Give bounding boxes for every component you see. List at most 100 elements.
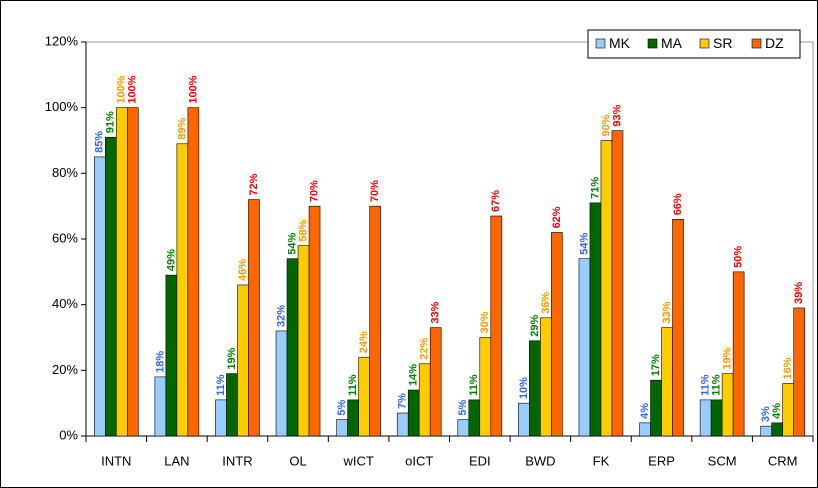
- bar: [418, 363, 431, 437]
- bar: [468, 399, 481, 437]
- value-label: 19%: [722, 347, 734, 369]
- value-label: 70%: [369, 180, 381, 202]
- bar: [490, 215, 503, 437]
- x-tick-label: INTR: [222, 453, 252, 468]
- value-label: 7%: [397, 393, 409, 409]
- bar: [721, 373, 734, 437]
- bar: [479, 337, 492, 437]
- value-label: 100%: [187, 75, 199, 103]
- y-tick-label: 0%: [59, 427, 78, 442]
- value-label: 5%: [457, 399, 469, 415]
- value-label: 66%: [672, 193, 684, 215]
- bar: [782, 383, 795, 437]
- y-tick-label: 60%: [52, 230, 78, 245]
- value-label: 62%: [551, 206, 563, 228]
- legend-label: MK: [609, 35, 631, 51]
- bar: [226, 373, 238, 437]
- y-tick-label: 120%: [45, 33, 79, 48]
- value-label: 100%: [116, 75, 128, 103]
- legend-box: [587, 29, 801, 59]
- value-label: 11%: [215, 374, 227, 396]
- bar: [710, 399, 723, 437]
- value-label: 4%: [639, 403, 651, 419]
- x-tick-label: FK: [593, 453, 610, 468]
- value-label: 50%: [733, 246, 745, 268]
- value-label: 11%: [347, 374, 359, 396]
- value-label: 19%: [226, 347, 238, 369]
- bar: [760, 425, 773, 437]
- bar: [308, 205, 321, 437]
- value-label: 5%: [336, 399, 348, 415]
- value-label: 46%: [237, 259, 249, 281]
- bar: [672, 219, 684, 437]
- x-tick-label: INTN: [101, 453, 131, 468]
- bar: [578, 258, 591, 437]
- value-label: 93%: [611, 104, 623, 126]
- legend-swatch: [751, 38, 762, 49]
- x-tick-label: ERP: [648, 453, 675, 468]
- value-label: 11%: [468, 374, 480, 396]
- bar: [600, 140, 613, 437]
- legend-swatch: [699, 38, 710, 49]
- value-label: 30%: [479, 311, 491, 333]
- value-label: 49%: [165, 249, 177, 271]
- bar: [589, 202, 602, 437]
- bar: [650, 379, 662, 437]
- value-label: 33%: [430, 301, 442, 323]
- bar: [248, 199, 260, 437]
- value-label: 67%: [490, 190, 502, 212]
- bar: [93, 156, 106, 437]
- bar: [429, 327, 442, 437]
- value-label: 85%: [94, 131, 106, 153]
- legend-label: DZ: [765, 35, 784, 51]
- legend-swatch: [595, 38, 606, 49]
- value-label: 29%: [529, 315, 541, 337]
- legend-label: SR: [713, 35, 732, 51]
- value-label: 72%: [248, 173, 260, 195]
- x-tick-label: OL: [289, 453, 306, 468]
- x-tick-label: wICT: [342, 453, 373, 468]
- value-label: 58%: [297, 219, 309, 241]
- x-tick-label: CRM: [768, 453, 798, 468]
- bar: [661, 327, 673, 437]
- bar: [347, 399, 359, 437]
- x-tick-label: BWD: [525, 453, 555, 468]
- bar: [297, 245, 310, 437]
- bar: [771, 422, 784, 437]
- bar: [115, 107, 128, 437]
- bar: [237, 284, 249, 437]
- value-label: 100%: [127, 75, 139, 103]
- bar: [407, 389, 420, 437]
- bar: [457, 419, 470, 437]
- bar: [793, 307, 806, 437]
- value-label: 4%: [771, 403, 783, 419]
- bar: [358, 356, 370, 437]
- value-label: 33%: [661, 301, 673, 323]
- y-tick-label: 100%: [45, 99, 79, 114]
- bar: [369, 205, 381, 437]
- value-label: 22%: [419, 338, 431, 360]
- bar: [275, 330, 288, 437]
- bar: [699, 399, 712, 437]
- bar: [518, 402, 530, 437]
- value-label: 16%: [782, 357, 794, 379]
- legend-label: MA: [661, 35, 683, 51]
- x-tick-label: SCM: [708, 453, 737, 468]
- bar: [215, 399, 227, 437]
- value-label: 10%: [518, 377, 530, 399]
- value-label: 54%: [286, 232, 298, 254]
- bar: [396, 412, 409, 437]
- y-tick-label: 80%: [52, 165, 78, 180]
- bar: [104, 136, 117, 437]
- value-label: 14%: [408, 364, 420, 386]
- bar: [165, 274, 178, 437]
- value-label: 3%: [760, 406, 772, 422]
- x-tick-label: EDI: [469, 453, 491, 468]
- bar: [126, 107, 139, 437]
- value-label: 90%: [600, 114, 612, 136]
- value-label: 89%: [176, 118, 188, 140]
- value-label: 39%: [793, 282, 805, 304]
- value-label: 17%: [650, 354, 662, 376]
